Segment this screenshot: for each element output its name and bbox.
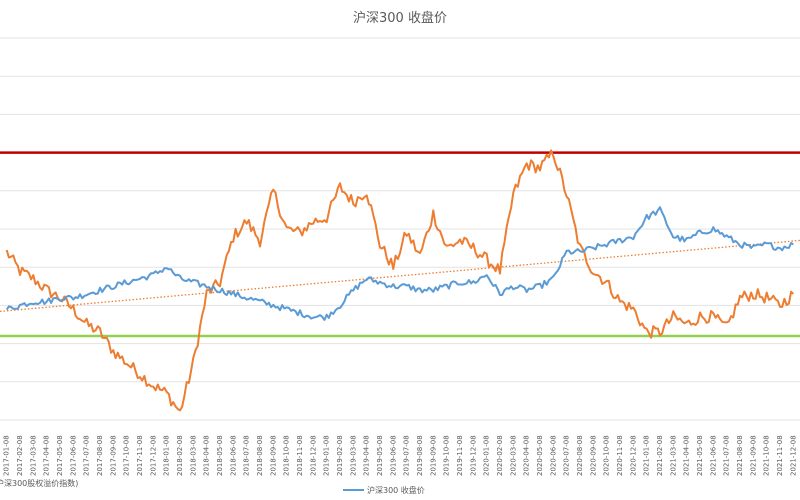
chart-title: 沪深300 收盘价 (353, 10, 447, 26)
x-tick-label: 2020-08-08 (576, 435, 584, 476)
x-tick-label: 2021-06-08 (709, 435, 717, 476)
x-tick-label: 2020-09-08 (589, 435, 597, 476)
x-tick-label: 2017-09-08 (109, 435, 117, 476)
series-line (5, 206, 794, 321)
x-tick-label: 2021-03-08 (669, 435, 677, 476)
x-tick-label: 2017-04-08 (43, 435, 51, 476)
x-tick-label: 2017-08-08 (96, 435, 104, 476)
x-tick-label: 2020-03-08 (509, 435, 517, 476)
x-tick-label: 2020-01-08 (483, 435, 491, 476)
x-tick-label: 2019-12-08 (469, 435, 477, 476)
x-tick-label: 2018-12-08 (309, 435, 317, 476)
legend-entry-left: 沪深300股权溢价指数) (0, 478, 78, 488)
x-tick-label: 2018-11-08 (296, 435, 304, 476)
x-tick-label: 2018-02-08 (176, 435, 184, 476)
x-tick-label: 2018-08-08 (256, 435, 264, 476)
x-axis-tick-labels: 2017-01-08 2017-02-08 2017-03-08 2017-04-08… (3, 435, 798, 476)
gridlines (0, 37, 800, 421)
trendline (0, 239, 800, 313)
x-tick-label: 2021-01-08 (643, 435, 651, 476)
x-tick-label: 2017-11-08 (136, 435, 144, 476)
x-tick-label: 2019-09-08 (429, 435, 437, 476)
legend-entry-right: 沪深300 收盘价 (343, 485, 425, 495)
x-tick-label: 2017-02-08 (16, 435, 24, 476)
reference-lines (0, 151, 800, 338)
x-tick-label: 2020-10-08 (603, 435, 611, 476)
x-tick-label: 2019-01-08 (323, 435, 331, 476)
x-tick-label: 2018-03-08 (189, 435, 197, 476)
x-tick-label: 2021-02-08 (656, 435, 664, 476)
x-tick-label: 2020-04-08 (523, 435, 531, 476)
x-tick-label: 2017-01-08 (3, 435, 11, 476)
x-tick-label: 2019-02-08 (336, 435, 344, 476)
x-tick-label: 2019-05-08 (376, 435, 384, 476)
x-tick-label: 2021-05-08 (696, 435, 704, 476)
x-tick-label: 2020-05-08 (536, 435, 544, 476)
x-tick-label: 2021-10-08 (763, 435, 771, 476)
x-tick-label: 2018-09-08 (269, 435, 277, 476)
x-tick-label: 2021-07-08 (723, 435, 731, 476)
legend-entry-label: 沪深300 收盘价 (367, 485, 425, 495)
x-tick-label: 2019-04-08 (363, 435, 371, 476)
x-tick-label: 2020-12-08 (629, 435, 637, 476)
x-tick-label: 2019-07-08 (403, 435, 411, 476)
x-tick-label: 2018-10-08 (283, 435, 291, 476)
series-line (5, 149, 795, 412)
x-tick-label: 2017-07-08 (83, 435, 91, 476)
x-tick-label: 2018-07-08 (243, 435, 251, 476)
series-lines (5, 149, 795, 413)
x-tick-label: 2018-01-08 (163, 435, 171, 476)
x-tick-label: 2018-06-08 (229, 435, 237, 476)
x-tick-label: 2021-12-08 (789, 435, 797, 476)
x-tick-label: 2019-06-08 (389, 435, 397, 476)
x-tick-label: 2018-04-08 (203, 435, 211, 476)
x-tick-label: 2020-06-08 (549, 435, 557, 476)
x-tick-label: 2017-05-08 (56, 435, 64, 476)
trendline-layer (0, 239, 800, 313)
x-tick-label: 2021-04-08 (683, 435, 691, 476)
x-tick-label: 2019-03-08 (349, 435, 357, 476)
x-tick-label: 2019-08-08 (416, 435, 424, 476)
x-tick-label: 2017-03-08 (29, 435, 37, 476)
x-tick-label: 2017-10-08 (123, 435, 131, 476)
x-tick-label: 2019-10-08 (443, 435, 451, 476)
x-tick-label: 2017-06-08 (69, 435, 77, 476)
x-tick-label: 2017-12-08 (149, 435, 157, 476)
series-close-price (5, 206, 794, 321)
x-tick-label: 2021-08-08 (736, 435, 744, 476)
x-tick-label: 2021-09-08 (749, 435, 757, 476)
x-tick-label: 2021-11-08 (776, 435, 784, 476)
x-tick-label: 2020-02-08 (496, 435, 504, 476)
x-tick-label: 2020-07-08 (563, 435, 571, 476)
x-tick-label: 2020-11-08 (616, 435, 624, 476)
x-tick-label: 2019-11-08 (456, 435, 464, 476)
x-tick-label: 2018-05-08 (216, 435, 224, 476)
